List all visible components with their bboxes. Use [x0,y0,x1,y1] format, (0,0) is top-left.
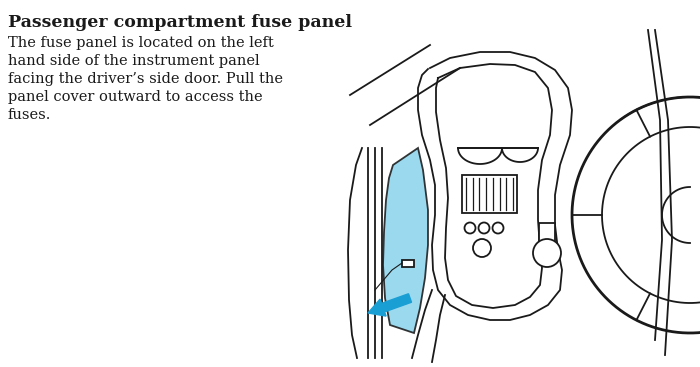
Text: Passenger compartment fuse panel: Passenger compartment fuse panel [8,14,352,31]
Text: panel cover outward to access the: panel cover outward to access the [8,90,262,104]
Circle shape [479,222,489,233]
Bar [402,260,414,267]
Circle shape [465,222,475,233]
Bar [462,175,517,213]
Circle shape [493,222,503,233]
Text: The fuse panel is located on the left: The fuse panel is located on the left [8,36,274,50]
Text: hand side of the instrument panel: hand side of the instrument panel [8,54,260,68]
Bar [539,223,555,243]
Text: facing the driver’s side door. Pull the: facing the driver’s side door. Pull the [8,72,283,86]
Circle shape [533,239,561,267]
Polygon shape [383,148,428,333]
FancyArrow shape [368,294,412,316]
Circle shape [473,239,491,257]
Text: fuses.: fuses. [8,108,51,122]
